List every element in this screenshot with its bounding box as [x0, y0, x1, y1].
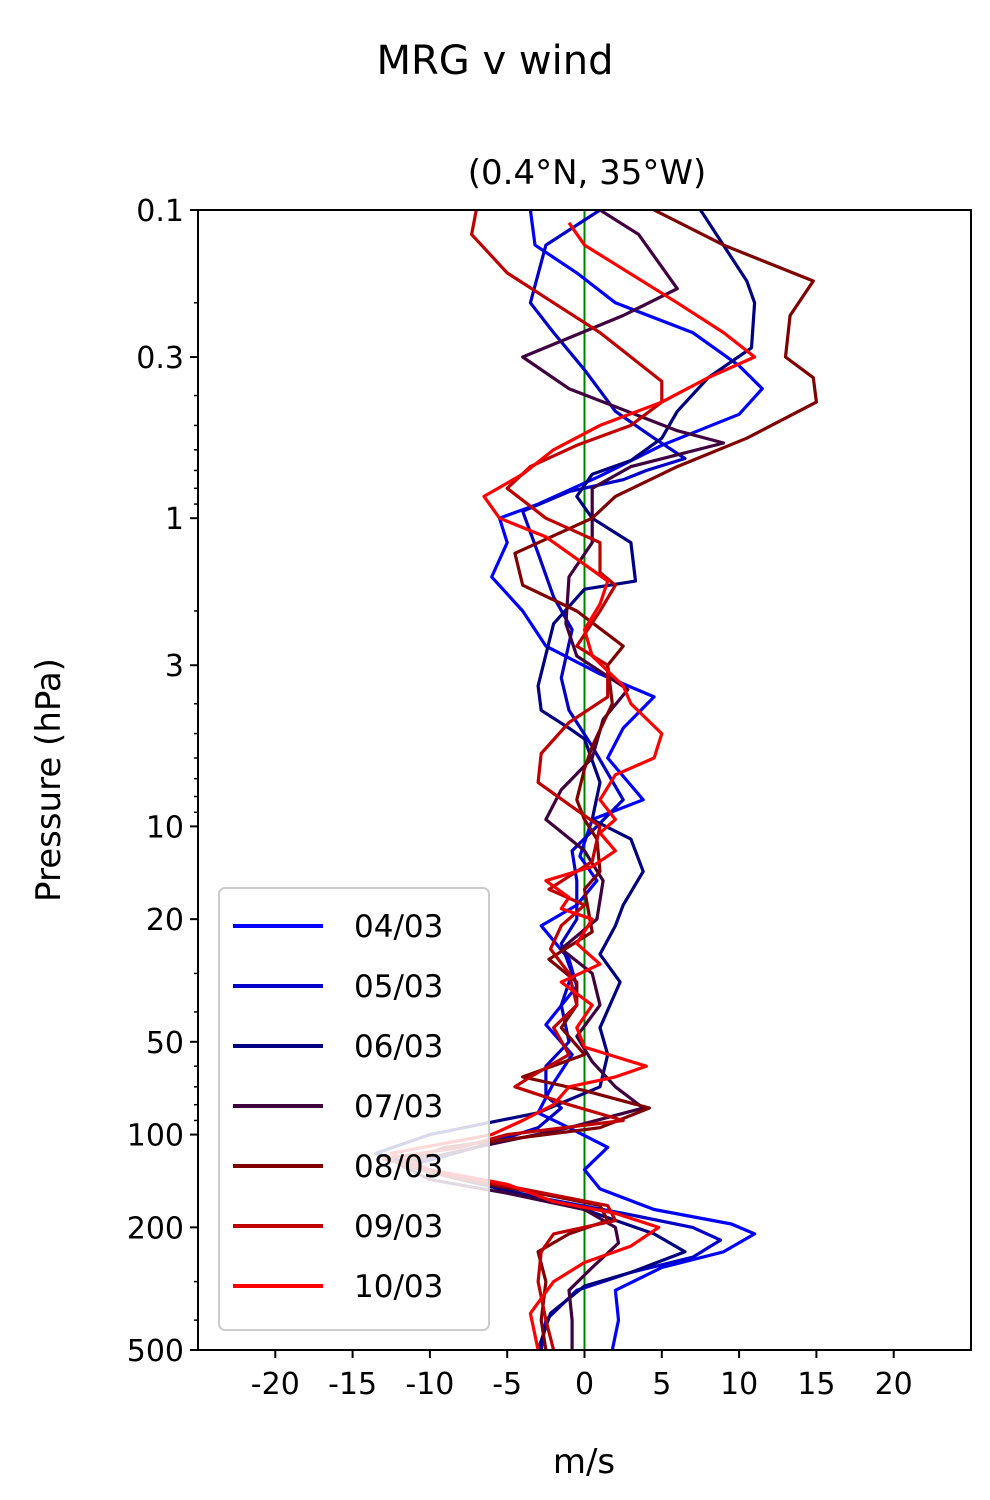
series-line-08-03	[397, 210, 819, 1350]
y-tick-label: 10	[146, 810, 184, 845]
y-tick-label: 100	[127, 1119, 184, 1154]
y-tick-label: 200	[127, 1211, 184, 1246]
y-tick-label: 0.1	[136, 194, 184, 229]
y-tick-label: 20	[146, 903, 184, 938]
y-tick-label: 1	[165, 502, 184, 537]
y-tick-label: 50	[146, 1026, 184, 1061]
legend-label: 06/03	[354, 1029, 443, 1065]
y-tick-label: 0.3	[136, 341, 184, 376]
legend-label: 08/03	[354, 1149, 443, 1185]
y-tick-label: 3	[165, 649, 184, 684]
chart-subtitle: (0.4°N, 35°W)	[468, 153, 707, 193]
legend-box	[218, 887, 490, 1331]
legend-label: 07/03	[354, 1089, 443, 1125]
y-tick-label: 500	[127, 1334, 184, 1369]
legend-label: 10/03	[354, 1269, 443, 1305]
legend-label: 04/03	[354, 909, 443, 945]
x-tick-label: -15	[328, 1367, 377, 1402]
legend-label: 05/03	[354, 969, 443, 1005]
series-line-07-03	[397, 210, 726, 1350]
series-line-05-03	[412, 210, 723, 1350]
x-axis-label: m/s	[553, 1442, 615, 1482]
y-axis: 0.1 0.3 1 3 10 20 50 100 200 500	[127, 194, 198, 1369]
legend: 04/03 05/03 06/03 07/03 08/03 09/03 10/03	[218, 887, 490, 1331]
x-tick-label: 15	[797, 1367, 835, 1402]
x-axis: -20 -15 -10 -5 0 5 10 15 20	[251, 1350, 913, 1402]
legend-label: 09/03	[354, 1209, 443, 1245]
chart-title: MRG v wind	[377, 38, 614, 84]
x-tick-label: -20	[251, 1367, 300, 1402]
series-line-06-03	[374, 210, 757, 1350]
x-tick-label: 5	[652, 1367, 671, 1402]
x-tick-label: -10	[405, 1367, 454, 1402]
x-tick-label: 20	[875, 1367, 913, 1402]
y-axis-label: Pressure (hPa)	[29, 658, 69, 902]
x-tick-label: 0	[575, 1367, 594, 1402]
x-tick-label: 10	[720, 1367, 758, 1402]
x-tick-label: -5	[492, 1367, 522, 1402]
